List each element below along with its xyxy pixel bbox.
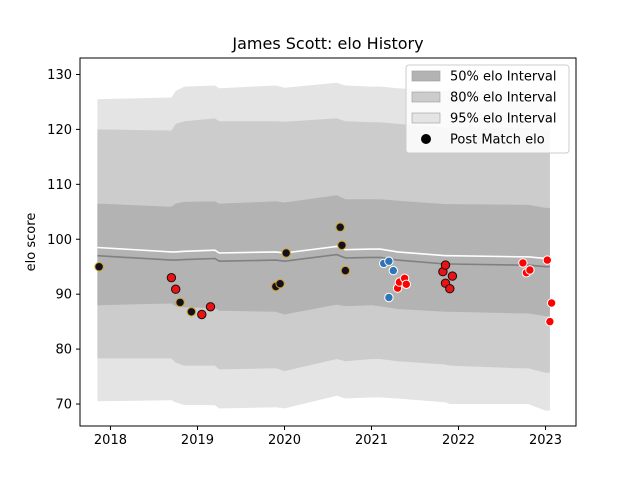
legend-swatch [411,70,441,82]
data-points [94,222,557,327]
y-tick-label: 70 [55,398,72,413]
elo-point [384,292,394,303]
x-axis: 2018 2019 2020 2021 2022 2023 [94,426,562,448]
y-axis: 70 80 90 100 110 120 130 [47,68,80,413]
elo-point [545,316,555,327]
elo-point [525,265,535,275]
chart-title: James Scott: elo History [231,34,423,53]
x-tick-label: 2021 [355,433,388,448]
legend-box [405,64,570,154]
legend-label: Post Match elo [450,133,545,148]
legend-swatch [411,91,441,103]
elo-point [401,279,411,289]
elo-point [440,260,451,270]
legend-label: 50% elo Interval [450,70,557,85]
elo-point [518,258,528,268]
x-tick-label: 2018 [94,433,127,448]
plot-area [94,82,557,411]
elo-point [186,307,197,317]
elo-point [171,284,181,294]
x-tick-label: 2020 [268,433,301,448]
x-tick-label: 2019 [181,433,214,448]
elo-point [94,262,104,272]
legend-swatch [411,112,441,124]
x-tick-label: 2023 [529,433,562,448]
elo-point [388,265,398,276]
y-tick-label: 90 [55,288,72,303]
elo-point [384,256,394,266]
elo-point [447,271,458,281]
upper-line [97,245,550,260]
elo-point [335,222,345,232]
elo-point [340,265,351,276]
y-tick-label: 130 [47,68,72,83]
elo-point [175,297,185,308]
legend: 50% elo Interval 80% elo Interval 95% elo … [405,64,570,154]
elo-point [337,240,347,251]
legend-marker [421,134,431,144]
plot-frame [79,57,577,427]
elo-point [275,279,285,289]
elo-point [542,255,552,265]
y-tick-label: 80 [55,343,72,358]
elo-point [281,248,291,258]
y-tick-label: 120 [47,123,72,138]
y-tick-label: 110 [47,178,72,193]
y-axis-label: elo score [24,213,39,272]
legend-label: 80% elo Interval [450,91,557,106]
legend-label: 95% elo Interval [450,112,557,127]
elo-point [205,302,216,312]
elo-point [445,284,455,294]
x-tick-label: 2022 [442,433,475,448]
y-tick-label: 100 [47,233,72,248]
elo-point [166,273,177,283]
elo-point [197,309,207,320]
elo-point [546,298,557,308]
